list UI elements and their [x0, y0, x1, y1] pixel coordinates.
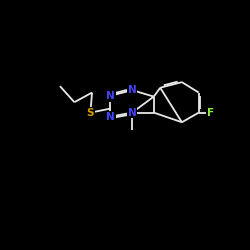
Text: S: S — [87, 108, 94, 118]
Text: N: N — [128, 108, 136, 118]
Text: N: N — [128, 85, 136, 95]
Text: N: N — [106, 112, 115, 122]
Text: N: N — [106, 91, 115, 101]
Text: F: F — [207, 108, 214, 118]
